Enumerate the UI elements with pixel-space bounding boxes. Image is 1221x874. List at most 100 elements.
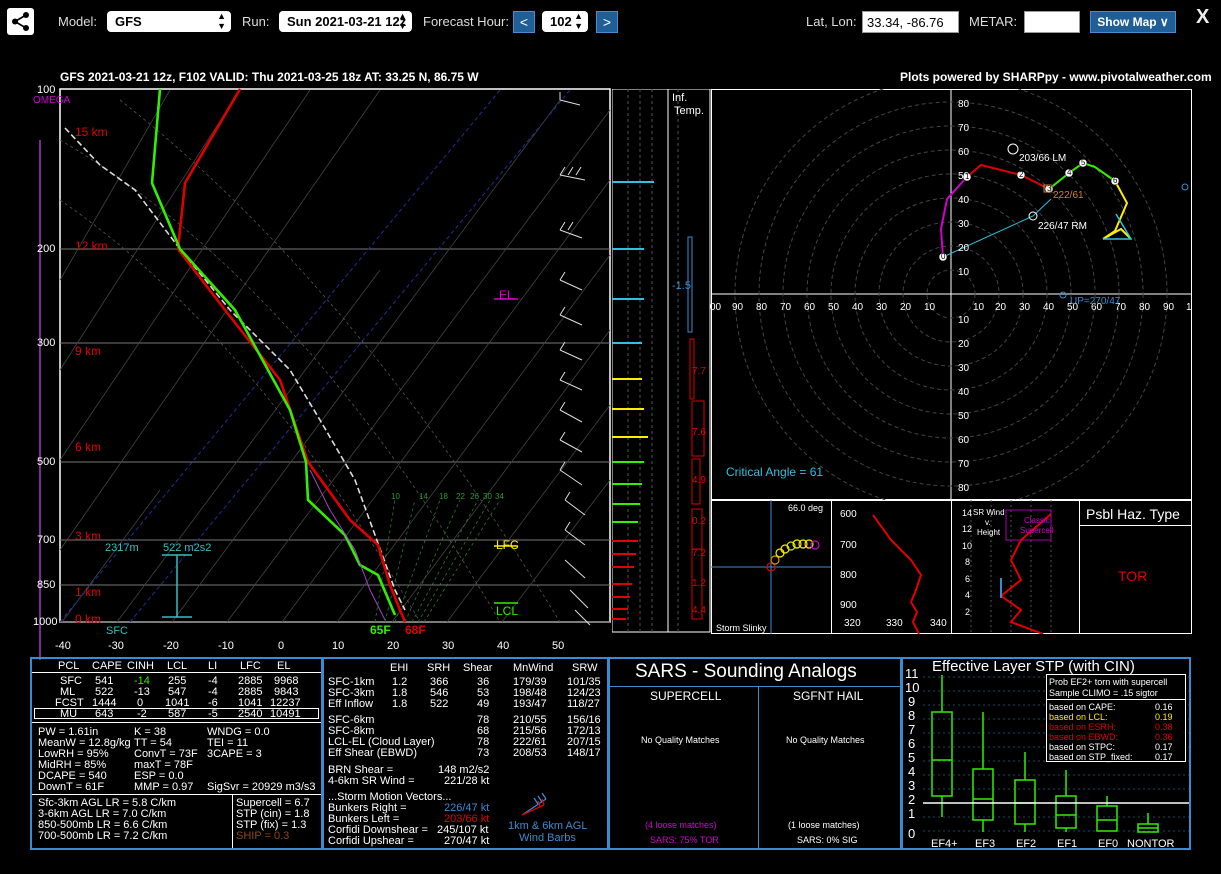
pressure-label: 700	[37, 534, 56, 546]
misc-index: 3CAPE = 3	[207, 748, 262, 760]
run-value: Sun 2021-03-21 12z	[287, 14, 407, 29]
credit-text: Plots powered by SHARPpy - www.pivotalwe…	[900, 70, 1212, 84]
kin-header: SRH	[427, 662, 451, 674]
lapse-rate: 700-500mb LR = 7.2 C/km	[38, 830, 168, 842]
forecast-hour-select[interactable]: 102 ▲ ▼	[542, 11, 588, 32]
sars-supercell-matches: No Quality Matches	[641, 735, 720, 745]
temp-title: Temp.	[674, 105, 704, 117]
inflow-red-value: 4.9	[692, 475, 706, 486]
sr-wind-height	[951, 500, 1080, 634]
hodo-tick: 40	[1043, 302, 1055, 313]
hodo-tick: 10	[924, 302, 936, 313]
hodo-tick: 30	[1019, 302, 1031, 313]
run-select[interactable]: Sun 2021-03-21 12z ▲ ▼	[279, 11, 412, 32]
lapse-rate: Sfc-3km AGL LR = 5.8 C/km	[38, 797, 177, 809]
kin-cell: 215/56	[513, 725, 547, 737]
hodo-tick: 80	[756, 302, 768, 313]
parcel-header: CAPE	[92, 660, 122, 672]
hodo-tick: 30	[958, 363, 970, 374]
hazard-value: TOR	[1118, 568, 1148, 584]
hodo-tick: 20	[958, 339, 970, 350]
kin-header: Shear	[463, 662, 493, 674]
stp-prob-label: based on STP_fixed:	[1049, 752, 1133, 762]
srwind-tick: 10	[962, 541, 973, 551]
next-hour-button[interactable]: >	[596, 11, 618, 33]
storm-vector-value: 245/107 kt	[437, 824, 489, 836]
prev-hour-button[interactable]: <	[513, 11, 535, 33]
close-button[interactable]: X	[1196, 6, 1210, 28]
kin-cell: 1.8	[392, 687, 408, 699]
parcel-cell: 541	[95, 675, 114, 687]
stp-ytick: 8	[908, 708, 916, 723]
misc-index: maxT = 78F	[134, 759, 193, 771]
kin-cell: 193/47	[513, 698, 547, 710]
kin-cell: SFC-1km	[328, 676, 375, 688]
temp-tick: 30	[442, 640, 455, 652]
sars-hail-header: SGFNT HAIL	[793, 689, 864, 703]
srwind-title: Height	[977, 528, 1001, 537]
inflow-red-value: 1.2	[692, 578, 706, 589]
temp-tick: 40	[497, 640, 510, 652]
stp-ytick: 1	[908, 806, 916, 821]
parcel-cell: -4	[208, 686, 218, 698]
storm-vector-value: 270/47 kt	[444, 835, 490, 847]
inflow-red-value: 7.7	[692, 366, 706, 377]
stp-prob-label: based on EBWD:	[1049, 732, 1119, 742]
latlon-input[interactable]: 33.34, -86.76	[862, 11, 959, 33]
model-select[interactable]: GFS ▲ ▼	[107, 11, 231, 32]
theta-p-tick: 800	[840, 570, 857, 581]
show-map-button[interactable]: Show Map ∨	[1090, 11, 1176, 33]
stp-prob-label: based on ESRH:	[1049, 722, 1117, 732]
kin-cell: 222/61	[513, 736, 547, 748]
storm-vectors-title: ...Storm Motion Vectors...	[328, 791, 452, 803]
temp-tick: 0	[278, 640, 285, 652]
storm-vector-label: Bunkers Left =	[328, 813, 400, 825]
kin-cell: 207/15	[567, 736, 601, 748]
composite-index: STP (cin) = 1.8	[236, 808, 310, 820]
srwind-tick: 4	[965, 590, 971, 600]
inflow-red-value: 0.2	[692, 516, 706, 527]
slinky-deg: 66.0 deg	[788, 503, 824, 513]
parcel-cell: 9968	[274, 675, 299, 687]
stp-prob-value: 0.17	[1155, 752, 1173, 762]
hazard-title: Psbl Haz. Type	[1086, 506, 1180, 522]
pressure-label: 1000	[33, 616, 58, 628]
metar-label: METAR:	[969, 14, 1018, 29]
mix-ratio-label: 10	[391, 492, 400, 501]
kin-header: MnWind	[513, 662, 554, 674]
temp-tick: -20	[163, 640, 179, 652]
hodo-tick: 10	[958, 267, 970, 278]
storm-vector-label: Bunkers Right =	[328, 802, 407, 814]
hodo-tick: 90	[1163, 302, 1175, 313]
kin-cell: SFC-6km	[328, 714, 375, 726]
parcel-cell: -6	[208, 697, 218, 709]
parcel-cell: 2540	[238, 708, 263, 720]
kin-cell: 210/55	[513, 714, 547, 726]
kin-cell: SFC-3km	[328, 687, 375, 699]
hodo-tick: 90	[732, 302, 744, 313]
height-label: 15 km	[75, 125, 108, 139]
share-button[interactable]	[7, 8, 34, 35]
sfc-temp: 68F	[405, 623, 426, 637]
hodo-tick: 30	[876, 302, 888, 313]
parcel-cell: 12237	[270, 697, 301, 709]
hodo-tick: 20	[958, 243, 970, 254]
metar-input[interactable]	[1024, 11, 1080, 33]
stp-prob-value: 0.16	[1155, 702, 1173, 712]
selected-parcel-row[interactable]	[34, 708, 319, 719]
lapse-rate: 850-500mb LR = 6.6 C/km	[38, 819, 168, 831]
mix-ratio-label: 18	[439, 492, 448, 501]
stp-note: Prob EF2+ torn with supercell	[1049, 677, 1168, 687]
kin-cell: 366	[430, 676, 449, 688]
misc-index: ConvT = 73F	[134, 748, 198, 760]
brn-shear-label: BRN Shear =	[328, 764, 394, 776]
mix-ratio-label: 30	[483, 492, 492, 501]
run-label: Run:	[242, 14, 270, 29]
upshear-label: UP=270/47	[1070, 296, 1121, 307]
theta-p-tick: 900	[840, 600, 857, 611]
hodo-tick: 70	[958, 123, 970, 134]
stp-category: EF2	[1016, 838, 1037, 850]
hodo-tick: 10	[958, 315, 970, 326]
stp-category: EF3	[975, 838, 996, 850]
kin-cell: 68	[477, 725, 490, 737]
